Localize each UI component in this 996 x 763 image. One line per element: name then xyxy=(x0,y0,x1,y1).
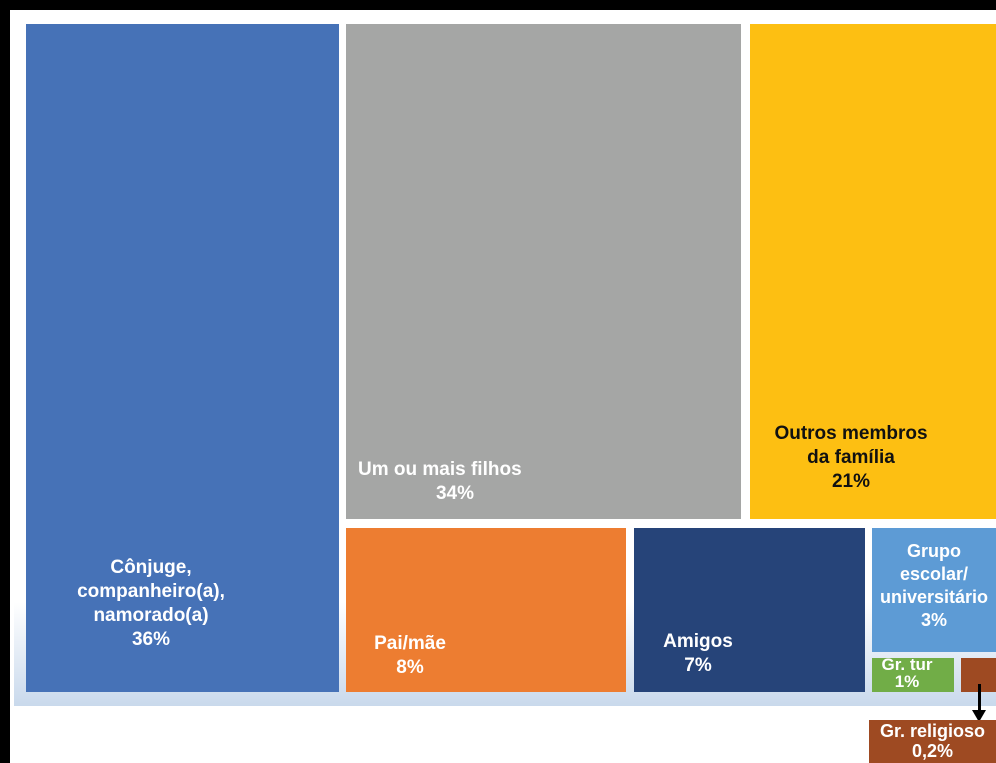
tile-conjuge xyxy=(26,24,339,692)
callout-arrow-line xyxy=(978,684,981,712)
label-value: 36% xyxy=(131,629,171,650)
label-line: Amigos xyxy=(663,631,733,652)
label-line: Gr. religioso xyxy=(879,721,986,741)
label-escolar: Grupo escolar/ universitário 3% xyxy=(872,540,996,632)
label-filhos: Um ou mais filhos 34% xyxy=(352,458,552,506)
label-value: 8% xyxy=(396,657,424,678)
tile-outros xyxy=(750,24,996,519)
label-tur: Gr. tur 1% xyxy=(872,656,942,690)
tile-escolar xyxy=(872,528,996,652)
label-line: Outros membros xyxy=(774,423,928,444)
label-line: Pai/mãe xyxy=(374,633,446,654)
tile-filhos xyxy=(346,24,741,519)
label-line: Um ou mais filhos xyxy=(358,459,522,480)
label-conjuge: Cônjuge, companheiro(a), namorado(a) 36% xyxy=(36,556,266,652)
tile-tur xyxy=(872,658,954,692)
label-line: Gr. tur xyxy=(881,655,933,674)
label-outros: Outros membros da família 21% xyxy=(756,422,946,494)
label-value: 0,2% xyxy=(911,741,954,761)
callout-religioso xyxy=(869,720,996,763)
label-value: 1% xyxy=(894,672,920,691)
tile-amigos xyxy=(634,528,865,692)
label-amigos: Amigos 7% xyxy=(648,630,748,678)
label-line: da família xyxy=(807,447,895,468)
label-line: Grupo xyxy=(907,541,961,561)
label-line: namorado(a) xyxy=(93,605,209,626)
callout-arrow-head xyxy=(972,710,986,722)
label-line: universitário xyxy=(879,587,989,607)
label-value: 3% xyxy=(920,610,947,630)
label-pai: Pai/mãe 8% xyxy=(356,632,464,680)
label-value: 21% xyxy=(831,471,871,492)
label-religioso: Gr. religioso 0,2% xyxy=(869,721,996,761)
label-value: 7% xyxy=(684,655,712,676)
label-line: escolar/ xyxy=(899,564,969,584)
label-line: Cônjuge, xyxy=(110,557,192,578)
label-value: 34% xyxy=(435,483,475,504)
label-line: companheiro(a), xyxy=(77,581,225,602)
tile-pai xyxy=(346,528,626,692)
